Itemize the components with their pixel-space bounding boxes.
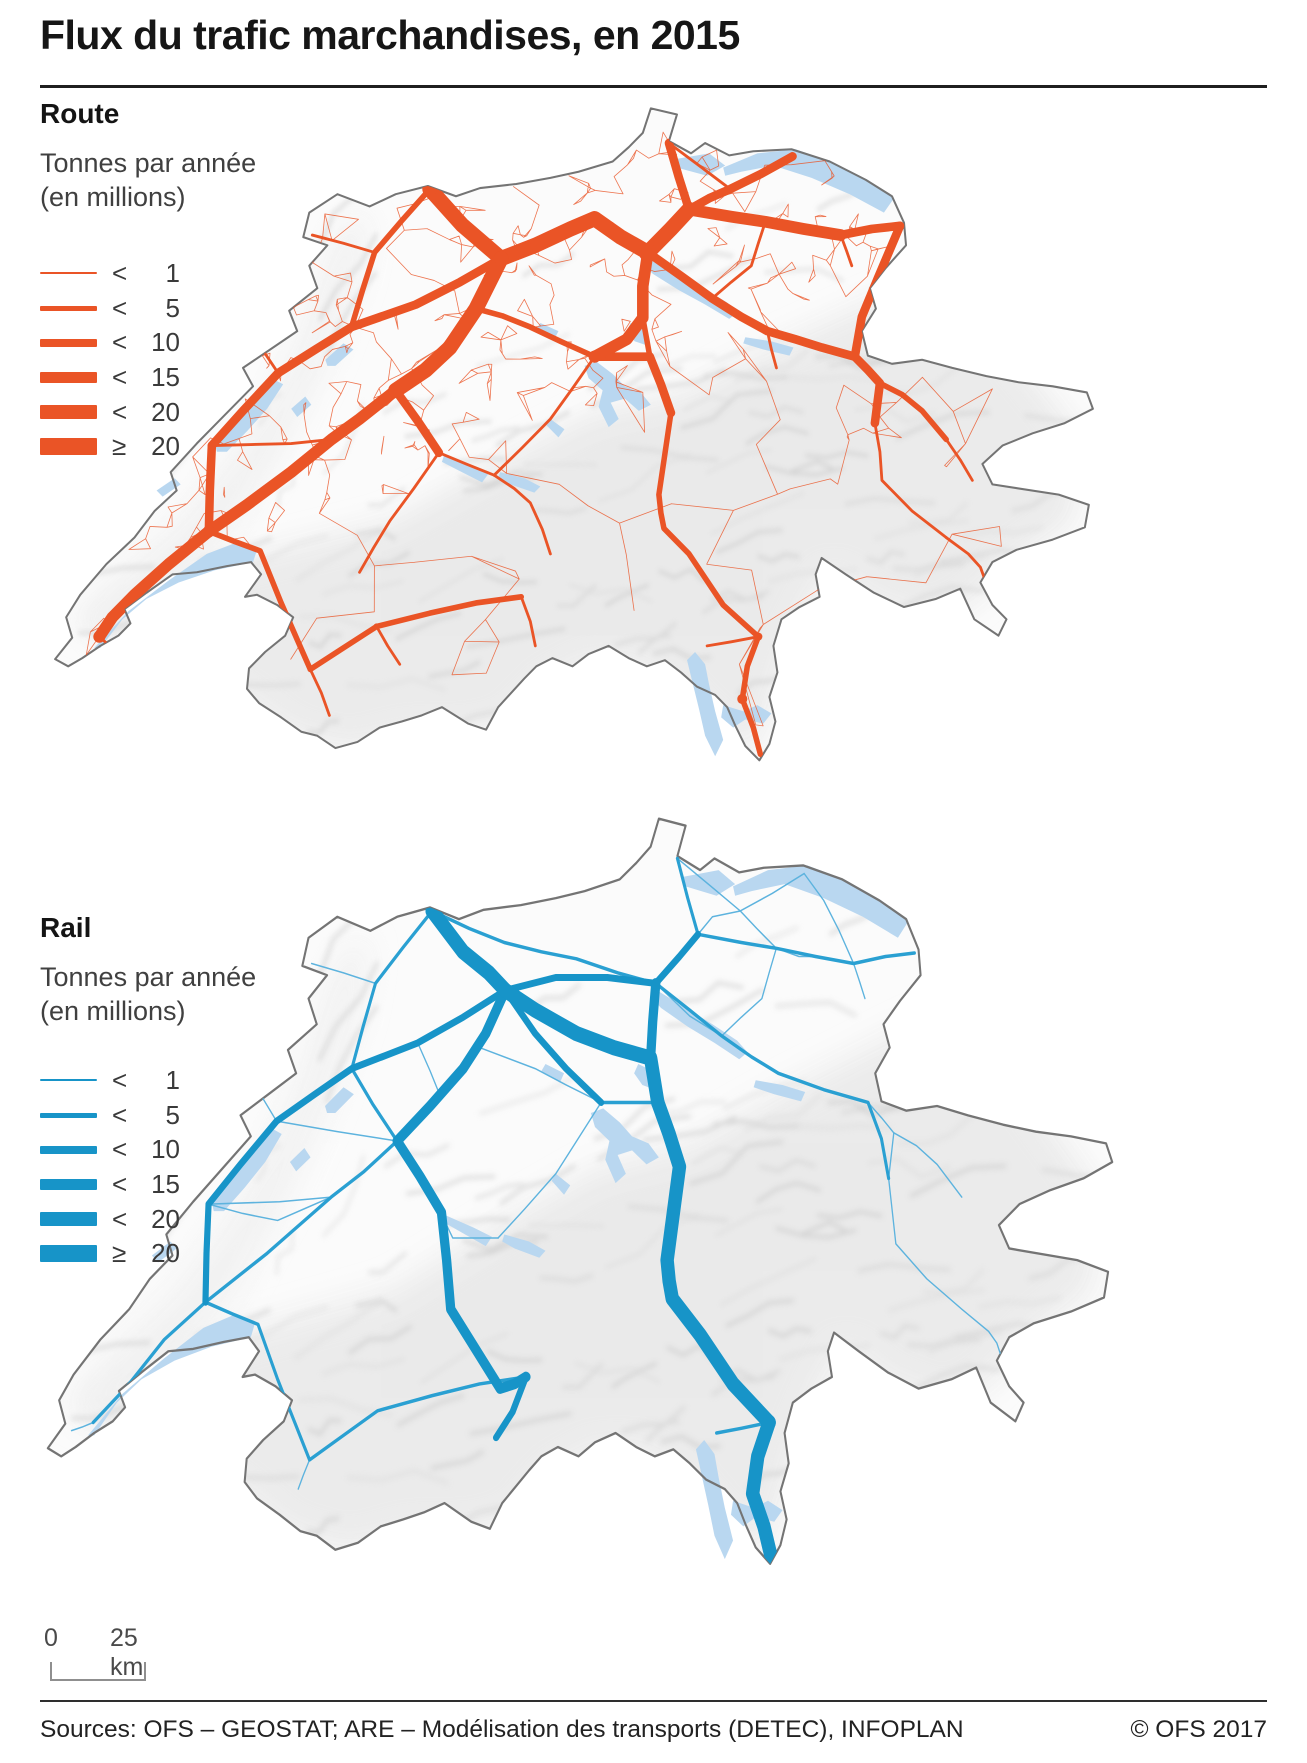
route-section: Route [40, 98, 119, 130]
legend-line-sample [40, 305, 97, 311]
route-section-heading: Route [40, 98, 120, 129]
legend-class-label: ≥20 [112, 1238, 180, 1269]
legend-class-label: ≥20 [112, 431, 180, 462]
legend-row: <1 [40, 256, 180, 291]
legend-row: <10 [40, 325, 180, 360]
route-legend: <1 <5 <10 <15 <20 ≥20 [40, 256, 180, 464]
route-unit-line2: (en millions) [40, 182, 186, 212]
legend-class-label: <5 [112, 1099, 180, 1130]
legend-line-sample [40, 1245, 97, 1263]
rail-section: Rail [40, 912, 91, 944]
legend-row: ≥20 [40, 429, 180, 464]
route-flow-map [54, 107, 1094, 762]
legend-row: <20 [40, 1202, 180, 1237]
legend-line-sample [40, 1112, 97, 1118]
rail-legend: <1 <5 <10 <15 <20 ≥20 [40, 1063, 180, 1271]
scale-bracket [50, 1662, 146, 1681]
legend-row: <5 [40, 291, 180, 326]
legend-class-label: <1 [112, 257, 180, 288]
legend-class-label: <15 [112, 1168, 180, 1199]
legend-class-label: <1 [112, 1064, 180, 1095]
scale-zero-label: 0 [44, 1624, 58, 1652]
legend-line-sample [40, 1178, 97, 1190]
page-title: Flux du trafic marchandises, en 2015 [40, 12, 740, 58]
legend-row: <1 [40, 1063, 180, 1098]
rail-unit-line1: Tonnes par année [40, 962, 257, 992]
legend-class-label: <20 [112, 396, 180, 427]
scale-distance-label: 25 km [110, 1624, 144, 1681]
legend-line-sample [40, 1079, 97, 1082]
legend-row: <15 [40, 360, 180, 395]
legend-class-label: <10 [112, 1134, 180, 1165]
legend-class-label: <20 [112, 1203, 180, 1234]
legend-line-sample [40, 1212, 97, 1227]
legend-row: <5 [40, 1098, 180, 1133]
legend-line-sample [40, 438, 97, 456]
rail-flow-map [46, 817, 1114, 1565]
legend-row: <10 [40, 1132, 180, 1167]
copyright-text: © OFS 2017 [1130, 1716, 1267, 1743]
legend-line-sample [40, 371, 97, 383]
legend-row: <15 [40, 1167, 180, 1202]
sources-text: Sources: OFS – GEOSTAT; ARE – Modélisati… [40, 1716, 964, 1743]
rail-section-heading: Rail [40, 912, 92, 943]
rail-unit-line2: (en millions) [40, 996, 186, 1026]
title-divider [40, 85, 1267, 88]
route-legend-title: Tonnes par année (en millions) [40, 146, 256, 214]
legend-row: ≥20 [40, 1236, 180, 1271]
legend-line-sample [40, 1145, 97, 1154]
legend-class-label: <15 [112, 361, 180, 392]
legend-class-label: <10 [112, 327, 180, 358]
legend-row: <20 [40, 395, 180, 430]
legend-line-sample [40, 272, 97, 275]
legend-class-label: <5 [112, 292, 180, 323]
route-unit-line1: Tonnes par année [40, 148, 257, 178]
footer-divider [40, 1700, 1267, 1702]
legend-line-sample [40, 338, 97, 347]
rail-legend-title: Tonnes par année (en millions) [40, 960, 256, 1028]
legend-line-sample [40, 405, 97, 420]
